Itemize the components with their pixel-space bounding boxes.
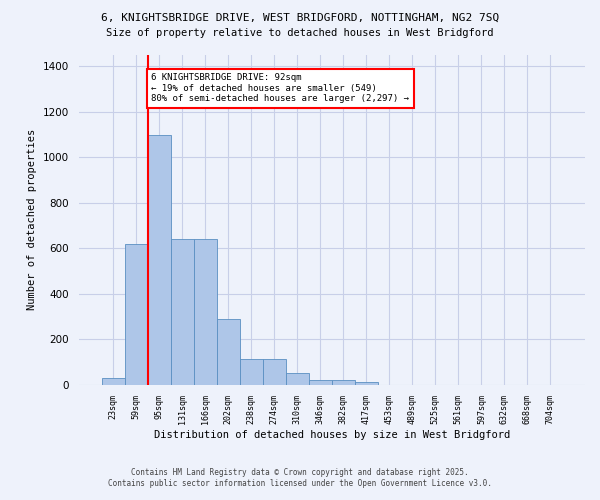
Bar bbox=[125, 244, 148, 384]
Bar bbox=[239, 358, 263, 384]
Bar bbox=[194, 239, 217, 384]
Bar bbox=[286, 374, 309, 384]
Text: Contains HM Land Registry data © Crown copyright and database right 2025.
Contai: Contains HM Land Registry data © Crown c… bbox=[108, 468, 492, 487]
Y-axis label: Number of detached properties: Number of detached properties bbox=[27, 129, 37, 310]
Bar bbox=[332, 380, 355, 384]
Bar bbox=[170, 239, 194, 384]
Bar bbox=[309, 380, 332, 384]
Bar bbox=[263, 358, 286, 384]
Text: Size of property relative to detached houses in West Bridgford: Size of property relative to detached ho… bbox=[106, 28, 494, 38]
Bar bbox=[101, 378, 125, 384]
Text: 6, KNIGHTSBRIDGE DRIVE, WEST BRIDGFORD, NOTTINGHAM, NG2 7SQ: 6, KNIGHTSBRIDGE DRIVE, WEST BRIDGFORD, … bbox=[101, 12, 499, 22]
Bar bbox=[217, 319, 239, 384]
Bar bbox=[148, 134, 170, 384]
Text: 6 KNIGHTSBRIDGE DRIVE: 92sqm
← 19% of detached houses are smaller (549)
80% of s: 6 KNIGHTSBRIDGE DRIVE: 92sqm ← 19% of de… bbox=[151, 73, 409, 103]
Bar bbox=[355, 382, 378, 384]
X-axis label: Distribution of detached houses by size in West Bridgford: Distribution of detached houses by size … bbox=[154, 430, 510, 440]
